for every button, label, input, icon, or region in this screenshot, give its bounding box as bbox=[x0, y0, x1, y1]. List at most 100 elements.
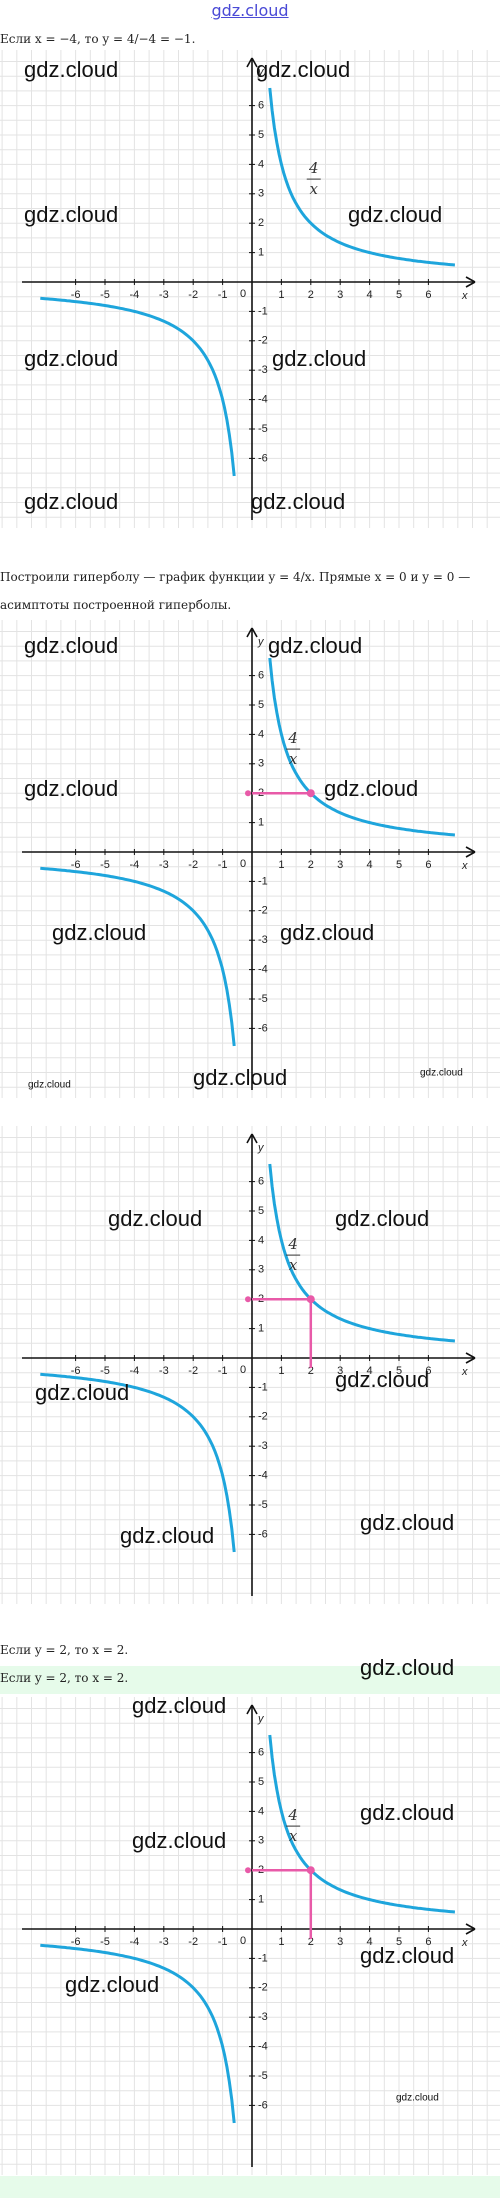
watermark: gdz.cloud bbox=[324, 776, 418, 801]
y-tick-label: -2 bbox=[258, 905, 268, 917]
hyperbola-branch bbox=[268, 1734, 456, 1914]
formula-numerator: 4 bbox=[287, 729, 298, 747]
x-tick-label: 1 bbox=[278, 1936, 284, 1948]
y-tick-label: -5 bbox=[258, 2070, 268, 2082]
x-tick-label: 1 bbox=[278, 859, 284, 871]
watermark: gdz.cloud bbox=[24, 346, 118, 371]
y-tick-label: 6 bbox=[258, 1747, 264, 1759]
x-tick-label: -1 bbox=[218, 1936, 228, 1948]
x-axis-label: x bbox=[461, 290, 468, 302]
watermark: gdz.cloud bbox=[360, 1510, 454, 1535]
y-tick-label: 3 bbox=[258, 188, 264, 200]
x-tick-label: 2 bbox=[308, 1936, 314, 1948]
y-tick-label: -4 bbox=[258, 2041, 268, 2053]
point-y bbox=[245, 1867, 251, 1874]
formula-numerator: 4 bbox=[287, 1235, 298, 1253]
x-tick-label: 4 bbox=[367, 289, 373, 301]
graph: xy0-6-5-4-3-2-1123456654321-1-2-3-4-5-64… bbox=[0, 620, 500, 1098]
y-axis-arrow bbox=[246, 1704, 258, 1715]
graph: xy0-6-5-4-3-2-1123456654321-1-2-3-4-5-64… bbox=[0, 1126, 500, 1604]
y-tick-label: -2 bbox=[258, 1411, 268, 1423]
watermark: gdz.cloud bbox=[360, 1655, 455, 1680]
watermark: gdz.cloud bbox=[120, 1523, 214, 1548]
origin-label: 0 bbox=[240, 858, 246, 870]
point bbox=[306, 789, 315, 798]
point bbox=[306, 1866, 315, 1875]
x-tick-label: -6 bbox=[71, 859, 81, 871]
y-tick-label: 3 bbox=[258, 1835, 264, 1847]
x-tick-label: 4 bbox=[367, 1365, 373, 1377]
text-line: Если y = 2, то x = 2. bbox=[0, 1643, 129, 1657]
formula-denominator: x bbox=[289, 750, 298, 768]
watermark: gdz.cloud bbox=[24, 633, 118, 658]
formula-denominator: x bbox=[310, 180, 319, 198]
x-tick-label: 2 bbox=[308, 859, 314, 871]
y-tick-label: 3 bbox=[258, 1264, 264, 1276]
x-tick-label: 5 bbox=[396, 859, 402, 871]
hyperbola-branch bbox=[40, 866, 236, 1047]
x-axis-arrow bbox=[465, 276, 476, 288]
x-tick-label: -2 bbox=[188, 1365, 198, 1377]
watermark: gdz.cloud bbox=[360, 1800, 454, 1825]
hyperbola-branch bbox=[40, 1372, 236, 1553]
formula-denominator: x bbox=[289, 1827, 298, 1845]
x-tick-label: 2 bbox=[308, 289, 314, 301]
watermark: gdz.cloud bbox=[335, 1367, 429, 1392]
y-tick-label: 6 bbox=[258, 1176, 264, 1188]
watermark: gdz.cloud bbox=[132, 1828, 226, 1853]
graph: xy0-6-5-4-3-2-1123456654321-1-2-3-4-5-64… bbox=[0, 1697, 500, 2175]
watermark: gdz.cloud bbox=[335, 1206, 429, 1231]
y-axis-label: y bbox=[257, 636, 265, 648]
x-tick-label: 4 bbox=[367, 1936, 373, 1948]
x-tick-label: -5 bbox=[100, 1936, 110, 1948]
point-y bbox=[245, 790, 251, 797]
hyperbola-branch bbox=[40, 1943, 236, 2124]
site-title[interactable]: gdz.cloud bbox=[211, 1, 289, 20]
x-tick-label: -4 bbox=[130, 859, 140, 871]
origin-label: 0 bbox=[240, 288, 246, 300]
x-tick-label: -4 bbox=[130, 1936, 140, 1948]
watermark: gdz.cloud bbox=[52, 920, 146, 945]
watermark: gdz.cloud bbox=[268, 633, 362, 658]
x-tick-label: -3 bbox=[159, 1936, 169, 1948]
x-tick-label: 2 bbox=[308, 1365, 314, 1377]
highlight-band bbox=[0, 2176, 500, 2198]
y-tick-label: -5 bbox=[258, 1499, 268, 1511]
hyperbola-branch bbox=[268, 87, 456, 267]
y-tick-label: 2 bbox=[258, 217, 264, 229]
watermark: gdz.cloud bbox=[24, 202, 118, 227]
y-tick-label: 4 bbox=[258, 158, 264, 170]
x-tick-label: 6 bbox=[425, 859, 431, 871]
x-tick-label: -3 bbox=[159, 859, 169, 871]
y-tick-label: -3 bbox=[258, 364, 268, 376]
y-axis-label: y bbox=[257, 1142, 265, 1154]
x-tick-label: -6 bbox=[71, 1365, 81, 1377]
y-tick-label: -6 bbox=[258, 452, 268, 464]
x-tick-label: -5 bbox=[100, 289, 110, 301]
y-tick-label: -4 bbox=[258, 1470, 268, 1482]
y-tick-label: 4 bbox=[258, 1234, 264, 1246]
text-line: Если y = 2, то x = 2. bbox=[0, 1671, 129, 1685]
y-tick-label: 6 bbox=[258, 670, 264, 682]
x-axis-label: x bbox=[461, 860, 468, 872]
watermark: gdz.cloud bbox=[251, 489, 345, 514]
x-tick-label: 1 bbox=[278, 1365, 284, 1377]
watermark: gdz.cloud bbox=[65, 1972, 159, 1997]
x-tick-label: -2 bbox=[188, 1936, 198, 1948]
origin-label: 0 bbox=[240, 1935, 246, 1947]
formula-denominator: x bbox=[289, 1256, 298, 1274]
formula-numerator: 4 bbox=[287, 1806, 298, 1824]
x-tick-label: -5 bbox=[100, 859, 110, 871]
hyperbola-branch bbox=[40, 296, 236, 477]
y-tick-label: 5 bbox=[258, 129, 264, 141]
origin-label: 0 bbox=[240, 1364, 246, 1376]
x-axis-arrow bbox=[465, 846, 476, 858]
y-tick-label: -3 bbox=[258, 2011, 268, 2023]
y-axis-arrow bbox=[246, 57, 258, 68]
y-tick-label: -6 bbox=[258, 2099, 268, 2111]
watermark: gdz.cloud bbox=[24, 489, 118, 514]
watermark: gdz.cloud bbox=[280, 920, 374, 945]
y-tick-label: -1 bbox=[258, 1381, 268, 1393]
x-tick-label: 5 bbox=[396, 289, 402, 301]
